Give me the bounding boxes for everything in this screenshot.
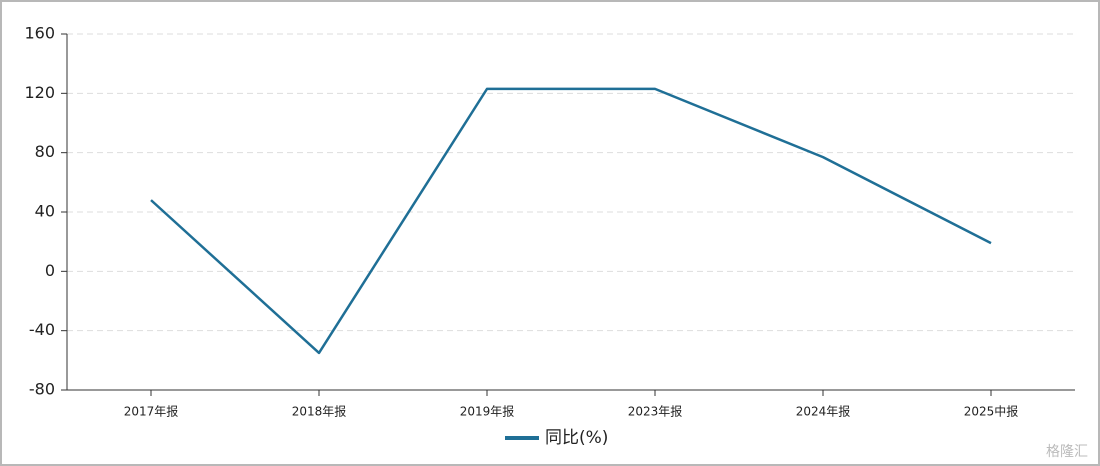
x-tick-label: 2017年报	[124, 404, 179, 419]
y-tick-label: 160	[24, 24, 55, 43]
x-tick-label: 2024年报	[796, 404, 851, 419]
y-tick-label: 80	[35, 142, 55, 161]
x-tick-label: 2019年报	[460, 404, 515, 419]
y-tick-label: 0	[45, 261, 55, 280]
y-tick-label: 40	[35, 202, 55, 221]
x-tick-label: 2023年报	[628, 404, 683, 419]
x-tick-label: 2025中报	[964, 404, 1019, 419]
y-tick-label: -40	[29, 320, 55, 339]
x-tick-label: 2018年报	[292, 404, 347, 419]
series-line	[150, 87, 992, 355]
y-tick-label: 120	[24, 83, 55, 102]
legend-label: 同比(%)	[545, 428, 608, 448]
y-tick-label: -80	[29, 380, 55, 399]
watermark: 格隆汇	[1046, 444, 1088, 460]
